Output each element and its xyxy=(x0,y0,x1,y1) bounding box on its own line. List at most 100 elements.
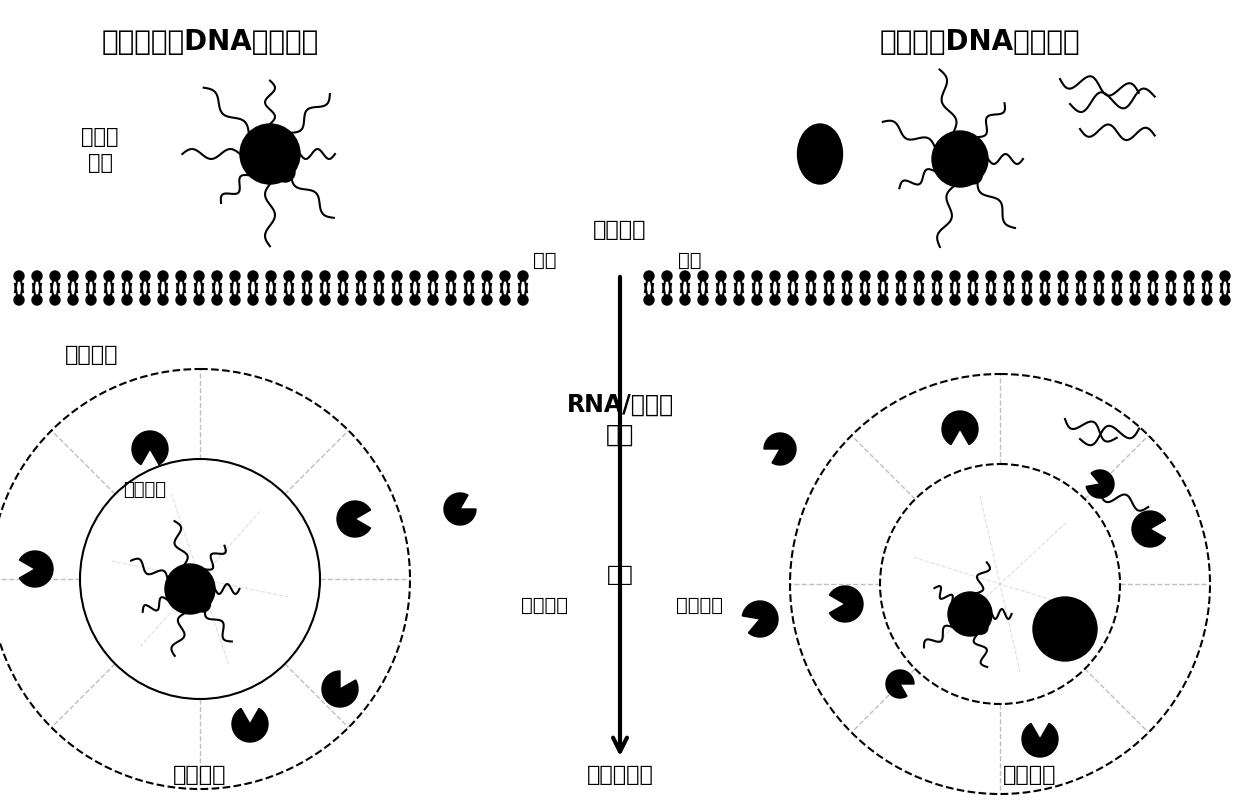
Circle shape xyxy=(770,272,780,282)
Circle shape xyxy=(734,272,744,282)
Circle shape xyxy=(122,296,131,306)
Circle shape xyxy=(32,296,42,306)
Circle shape xyxy=(518,272,528,282)
Circle shape xyxy=(1130,272,1140,282)
Text: 触发: 触发 xyxy=(606,423,634,447)
Circle shape xyxy=(482,296,492,306)
Circle shape xyxy=(140,272,150,282)
Text: 多靶标成像: 多靶标成像 xyxy=(587,764,653,784)
Circle shape xyxy=(303,272,312,282)
Circle shape xyxy=(212,296,222,306)
Circle shape xyxy=(787,296,799,306)
Wedge shape xyxy=(764,433,796,465)
Text: 探针浓缩: 探针浓缩 xyxy=(124,480,166,498)
Circle shape xyxy=(284,272,294,282)
Circle shape xyxy=(518,296,528,306)
Circle shape xyxy=(950,272,960,282)
Circle shape xyxy=(157,272,167,282)
Wedge shape xyxy=(232,708,268,742)
Wedge shape xyxy=(444,493,476,525)
Circle shape xyxy=(751,272,763,282)
Circle shape xyxy=(267,296,277,306)
Circle shape xyxy=(914,296,924,306)
Circle shape xyxy=(644,296,653,306)
Circle shape xyxy=(86,272,95,282)
Circle shape xyxy=(482,272,492,282)
Circle shape xyxy=(68,296,78,306)
Circle shape xyxy=(248,296,258,306)
Circle shape xyxy=(968,272,978,282)
Circle shape xyxy=(932,132,988,188)
Circle shape xyxy=(1220,296,1230,306)
Circle shape xyxy=(410,272,420,282)
Circle shape xyxy=(267,272,277,282)
Text: RNA/端粒酶: RNA/端粒酶 xyxy=(567,392,673,416)
Ellipse shape xyxy=(797,125,842,184)
Circle shape xyxy=(1148,296,1158,306)
Circle shape xyxy=(320,296,330,306)
Text: 外源辅助: 外源辅助 xyxy=(677,595,723,614)
Circle shape xyxy=(986,272,996,282)
Circle shape xyxy=(1220,272,1230,282)
Circle shape xyxy=(356,272,366,282)
Wedge shape xyxy=(942,411,978,445)
Text: 分离模块DNA纳米器件: 分离模块DNA纳米器件 xyxy=(879,28,1080,56)
Circle shape xyxy=(949,592,992,636)
Wedge shape xyxy=(830,586,863,622)
Circle shape xyxy=(50,296,60,306)
Circle shape xyxy=(1112,296,1122,306)
Circle shape xyxy=(897,272,906,282)
Circle shape xyxy=(1076,296,1086,306)
Circle shape xyxy=(32,272,42,282)
Circle shape xyxy=(68,272,78,282)
Circle shape xyxy=(410,296,420,306)
Circle shape xyxy=(193,272,205,282)
Circle shape xyxy=(339,296,348,306)
Circle shape xyxy=(787,272,799,282)
Text: 多模块
集成: 多模块 集成 xyxy=(82,127,119,173)
Wedge shape xyxy=(322,671,358,707)
Circle shape xyxy=(193,296,205,306)
Circle shape xyxy=(392,296,402,306)
Circle shape xyxy=(176,272,186,282)
Circle shape xyxy=(428,272,438,282)
Circle shape xyxy=(50,272,60,282)
Circle shape xyxy=(698,272,708,282)
Circle shape xyxy=(973,621,988,634)
Circle shape xyxy=(878,296,888,306)
Circle shape xyxy=(1040,296,1050,306)
Text: 异步: 异步 xyxy=(678,250,702,269)
Circle shape xyxy=(932,272,942,282)
Circle shape xyxy=(1022,296,1032,306)
Text: 驱动: 驱动 xyxy=(606,565,634,585)
Circle shape xyxy=(165,565,215,614)
Circle shape xyxy=(1040,272,1050,282)
Circle shape xyxy=(1094,272,1104,282)
Circle shape xyxy=(1202,296,1211,306)
Circle shape xyxy=(1022,272,1032,282)
Circle shape xyxy=(140,296,150,306)
Circle shape xyxy=(968,296,978,306)
Circle shape xyxy=(770,296,780,306)
Text: 胞浆骨架: 胞浆骨架 xyxy=(64,345,119,365)
Circle shape xyxy=(1130,296,1140,306)
Circle shape xyxy=(356,296,366,306)
Circle shape xyxy=(1033,597,1097,661)
Circle shape xyxy=(806,272,816,282)
Circle shape xyxy=(966,168,982,184)
Circle shape xyxy=(1184,272,1194,282)
Circle shape xyxy=(1058,296,1068,306)
Circle shape xyxy=(986,296,996,306)
Circle shape xyxy=(825,296,835,306)
Text: 细胞内吞: 细胞内吞 xyxy=(593,220,647,240)
Circle shape xyxy=(842,272,852,282)
Circle shape xyxy=(464,296,474,306)
Circle shape xyxy=(861,272,870,282)
Circle shape xyxy=(842,296,852,306)
Circle shape xyxy=(157,296,167,306)
Circle shape xyxy=(303,296,312,306)
Circle shape xyxy=(241,125,300,184)
Circle shape xyxy=(229,296,241,306)
Circle shape xyxy=(248,272,258,282)
Circle shape xyxy=(1076,272,1086,282)
